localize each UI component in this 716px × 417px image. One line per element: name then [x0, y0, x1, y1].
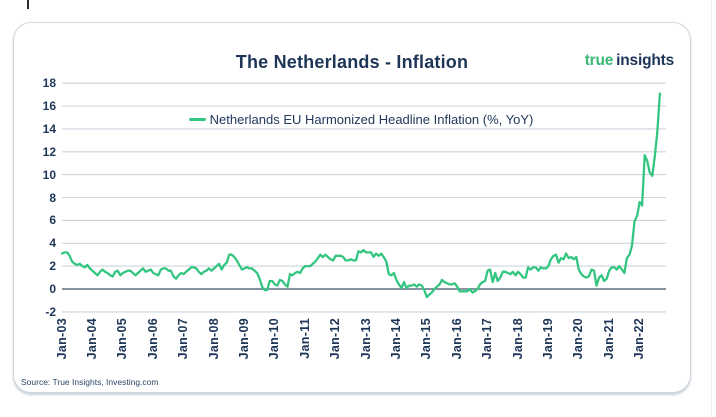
y-tick-label: 0 — [49, 282, 56, 296]
x-tick-label: Jan-04 — [84, 318, 99, 360]
x-tick-label: Jan-15 — [419, 318, 434, 360]
x-tick-label: Jan-22 — [632, 318, 647, 360]
inflation-line — [60, 92, 662, 299]
gridlines — [62, 82, 666, 313]
x-tick-label: Jan-18 — [510, 318, 525, 360]
y-tick-label: 14 — [42, 121, 56, 136]
y-tick-label: 10 — [42, 167, 56, 182]
source-note: Source: True Insights, Investing.com — [21, 377, 159, 387]
x-tick-label: Jan-09 — [236, 318, 251, 360]
x-tick-label: Jan-08 — [206, 318, 221, 360]
x-tick-label: Jan-16 — [449, 318, 464, 360]
y-tick-label: 6 — [49, 213, 56, 228]
true-insights-logo: true insights — [584, 52, 675, 70]
y-tick-label: 12 — [42, 144, 56, 159]
x-tick-label: Jan-06 — [145, 318, 160, 360]
legend: Netherlands EU Harmonized Headline Infla… — [62, 110, 660, 128]
x-tick-label: Jan-17 — [480, 318, 495, 360]
x-tick-label: Jan-14 — [388, 318, 403, 360]
x-tick-label: Jan-11 — [297, 318, 312, 359]
legend-line-swatch — [188, 117, 206, 121]
page-edge-line — [711, 0, 712, 417]
x-tick-label: Jan-13 — [358, 318, 373, 360]
legend-label: Netherlands EU Harmonized Headline Infla… — [209, 111, 534, 127]
crop-artifact — [27, 0, 29, 9]
x-tick-label: Jan-21 — [601, 318, 616, 360]
chart-title: The Netherlands - Inflation — [235, 52, 469, 72]
y-tick-label: 8 — [49, 190, 56, 205]
y-tick-label: 4 — [49, 236, 56, 251]
y-tick-label: 18 — [42, 76, 56, 91]
y-tick-label: 16 — [42, 99, 56, 114]
logo-word-insights: insights — [616, 52, 674, 69]
x-tick-label: Jan-05 — [115, 318, 130, 360]
x-tick-label: Jan-20 — [571, 318, 586, 360]
x-tick-label: Jan-12 — [328, 318, 343, 360]
x-tick-label: Jan-07 — [176, 318, 191, 360]
y-tick-label: -2 — [45, 304, 56, 319]
x-tick-label: Jan-19 — [540, 318, 555, 360]
x-tick-label: Jan-10 — [267, 318, 282, 360]
y-tick-label: 2 — [49, 259, 56, 274]
chart-card: The Netherlands - Inflation true insights… — [13, 22, 691, 393]
x-tick-label: Jan-03 — [54, 318, 69, 360]
logo-word-true: true — [584, 52, 614, 69]
